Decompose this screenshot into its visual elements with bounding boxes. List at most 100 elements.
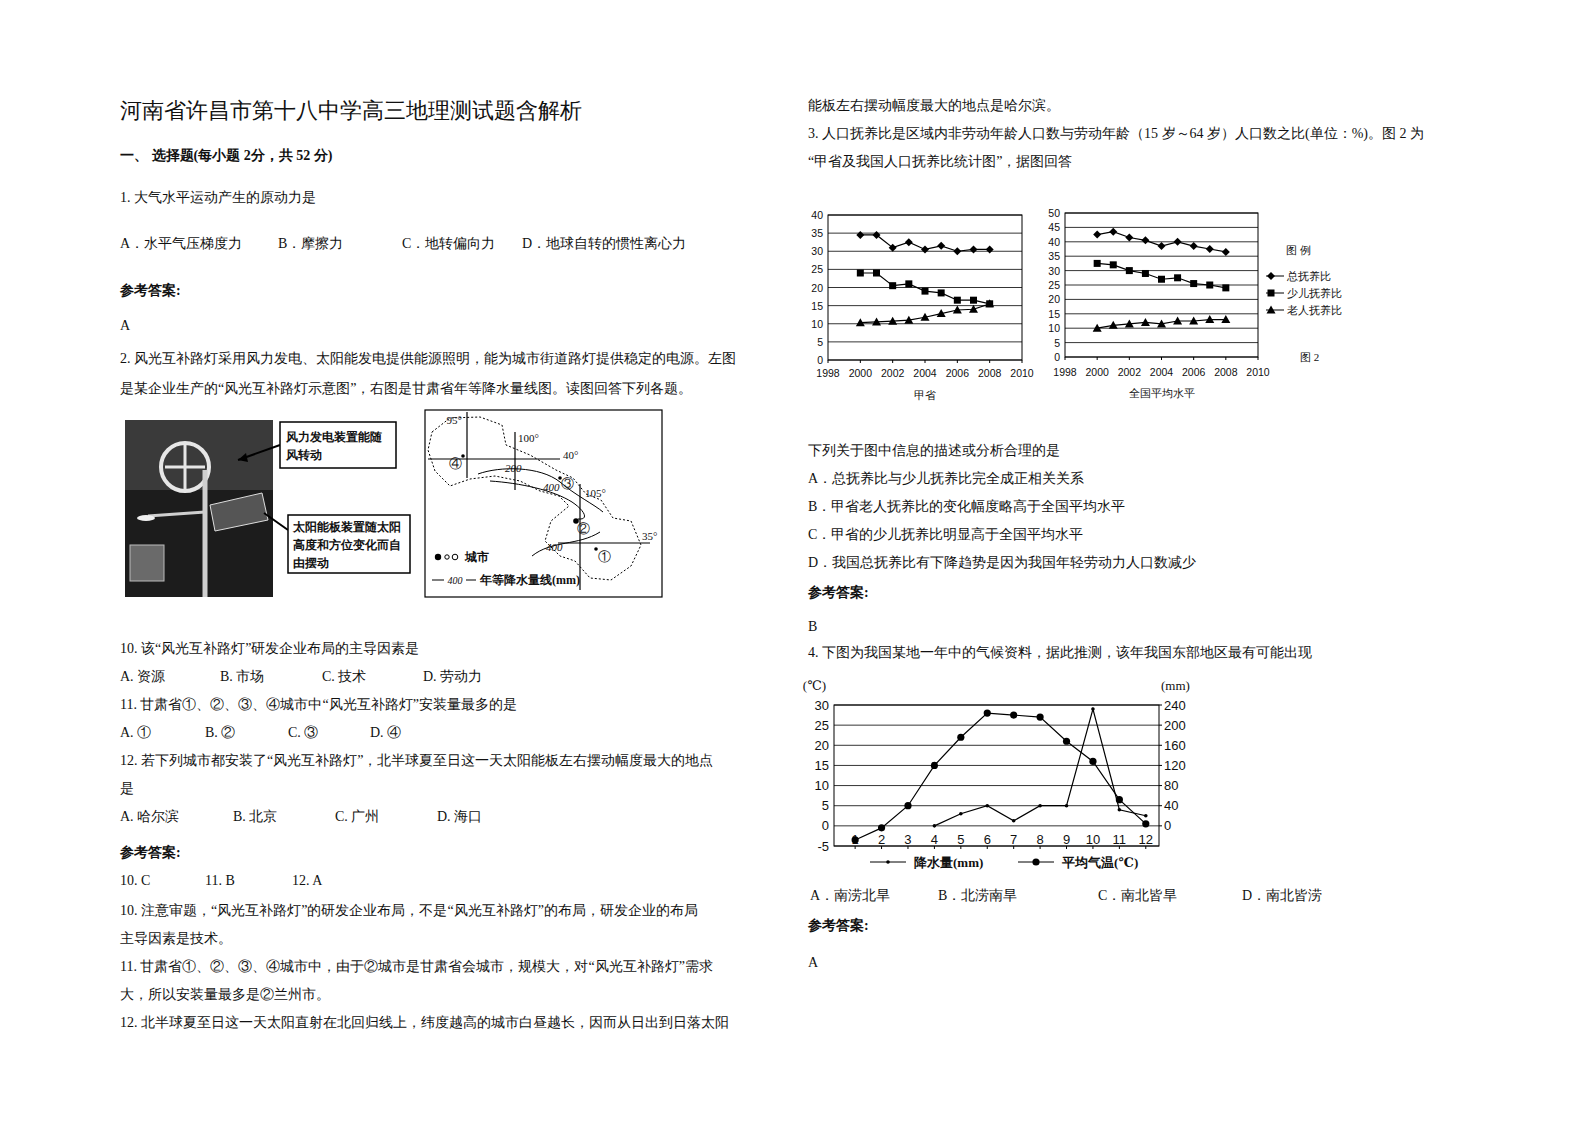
plot-frame — [834, 705, 1159, 846]
tick — [1258, 357, 1259, 360]
isohyet — [478, 469, 603, 512]
point — [1110, 261, 1117, 268]
option: D. 海口 — [437, 809, 482, 824]
tick — [1159, 785, 1162, 786]
point — [1158, 242, 1166, 250]
y-tick-label: 20 — [815, 738, 829, 753]
y-tick-label: 30 — [811, 245, 823, 257]
y-tick-label: 0 — [1054, 351, 1060, 363]
y-tick-label: 15 — [811, 300, 823, 312]
grid-line — [828, 233, 1022, 234]
point — [922, 288, 929, 295]
point — [1010, 711, 1017, 718]
point — [1125, 319, 1134, 327]
chart: 0510152025303540455019982000200220042006… — [1048, 207, 1270, 399]
y-tick-label: 40 — [1048, 236, 1060, 248]
y-tick-label: 25 — [1048, 279, 1060, 291]
x-tick-label: 7 — [1010, 832, 1017, 847]
grid-line — [1065, 227, 1258, 228]
plot-area — [852, 707, 1150, 843]
y-tick-label: 45 — [1048, 221, 1060, 233]
legend-isohyet — [466, 580, 476, 581]
y-tick-label: 25 — [815, 718, 829, 733]
text-line: 是某企业生产的“风光互补路灯示意图”，右图是甘肃省年等降水量线图。读图回答下列各… — [120, 381, 692, 396]
tick — [1159, 705, 1162, 706]
point — [1125, 233, 1133, 241]
point — [857, 270, 864, 277]
point — [1189, 317, 1198, 325]
chart-title: 甲省 — [914, 389, 936, 401]
legend-city-symbol — [445, 555, 449, 559]
option: C．地转偏向力 — [402, 236, 495, 251]
y-tick-label: 15 — [815, 758, 829, 773]
point — [1012, 819, 1016, 823]
x-tick-label: 2000 — [849, 367, 873, 379]
point — [986, 245, 994, 253]
legend-text: 城市 — [464, 550, 489, 564]
point — [937, 309, 946, 317]
point — [1094, 260, 1101, 267]
lamp-figure: 风力发电装置能随风转动太阳能板装置随太阳高度和方位变化而自由摆动 — [125, 420, 410, 597]
isohyet-label: 400 — [543, 481, 560, 493]
legend-marker — [886, 860, 890, 864]
y-tick-label: 25 — [811, 263, 823, 275]
text-line: 11. 甘肃省①、②、③、④城市中“风光互补路灯”安装量最多的是 — [120, 697, 517, 712]
chart: 0510152025303540199820002002200420062008… — [811, 209, 1034, 401]
text-line: A．总抚养比与少儿抚养比完全成正相关关系 — [808, 471, 1084, 486]
x-tick-label: 2010 — [1010, 367, 1034, 379]
point — [1089, 758, 1096, 765]
isohyet-label: 400 — [546, 541, 563, 553]
point — [984, 709, 991, 716]
parallel-label: 35° — [642, 530, 657, 542]
point — [1157, 319, 1166, 327]
y-tick-label: 5 — [822, 798, 829, 813]
point — [905, 280, 912, 287]
point — [889, 282, 896, 289]
point — [904, 316, 913, 324]
point — [1173, 317, 1182, 325]
point — [856, 231, 864, 239]
plot-area — [1093, 228, 1231, 332]
point — [873, 270, 880, 277]
legend-marker — [1267, 272, 1275, 280]
text-line: B — [808, 619, 817, 634]
parallel-label: 40° — [563, 449, 578, 461]
y-tick-label: 20 — [811, 282, 823, 294]
pointer-head — [238, 453, 248, 462]
point — [985, 299, 994, 307]
note-text: 风转动 — [285, 448, 322, 462]
tick — [957, 360, 958, 363]
point — [1221, 315, 1230, 323]
option: A．南涝北旱 — [810, 888, 890, 903]
point — [1206, 245, 1214, 253]
plot-frame — [828, 215, 1022, 360]
grid-line — [834, 765, 1159, 766]
y-tick-label: 0 — [817, 354, 823, 366]
point — [938, 289, 945, 296]
option: B. ② — [205, 725, 235, 740]
answer-heading: 一、 选择题(每小题 2分，共 52 分) — [120, 148, 333, 164]
x-tick-label: 12 — [1139, 832, 1153, 847]
y-tick-label: 30 — [815, 698, 829, 713]
text-line: 4. 下图为我国某地一年中的气候资料，据此推测，该年我国东部地区最有可能出现 — [808, 645, 1312, 660]
grid-line — [1065, 328, 1258, 329]
point — [1206, 282, 1213, 289]
point — [933, 824, 937, 828]
text-line: 12. 若下列城市都安装了“风光互补路灯”，北半球夏至日这一天太阳能板左右摆动幅… — [120, 753, 713, 768]
tick — [1159, 725, 1162, 726]
point — [969, 305, 978, 313]
point — [1141, 318, 1150, 326]
building — [130, 545, 164, 581]
city-dot — [461, 454, 465, 458]
option: 12. A — [292, 873, 323, 888]
tick — [860, 360, 861, 363]
legend-label: 老人抚养比 — [1287, 304, 1342, 316]
grid-line — [1065, 313, 1258, 314]
option: C. ③ — [288, 725, 318, 740]
text-line: 11. 甘肃省①、②、③、④城市中，由于②城市是甘肃省会城市，规模大，对“风光互… — [120, 959, 713, 974]
legend-isohyet — [432, 580, 444, 581]
tick — [892, 360, 893, 363]
legend-marker — [1032, 858, 1039, 865]
tick — [925, 360, 926, 363]
option: B．摩擦力 — [278, 236, 343, 251]
